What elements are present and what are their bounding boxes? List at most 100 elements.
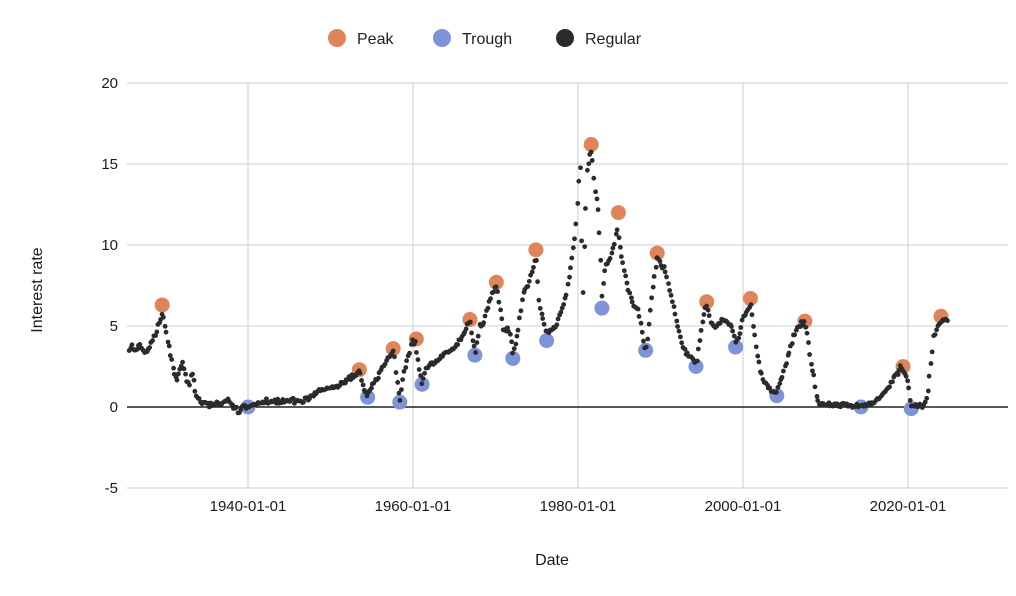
peak-marker	[610, 205, 626, 221]
regular-dot	[488, 296, 493, 302]
regular-dot	[583, 206, 588, 211]
regular-dot	[616, 235, 622, 241]
regular-dot	[674, 318, 680, 324]
peak-trough-markers	[154, 137, 949, 417]
regular-dot	[180, 359, 185, 365]
regular-dot	[580, 290, 586, 295]
regular-dot	[698, 327, 704, 333]
regular-dot	[789, 341, 795, 346]
regular-dot	[589, 158, 595, 163]
regular-dot	[737, 331, 743, 337]
regular-dot	[620, 260, 626, 266]
regular-dot	[588, 149, 594, 155]
regular-dot	[163, 329, 169, 335]
regular-dot	[667, 288, 673, 293]
regular-dot	[175, 371, 181, 377]
regular-dot	[662, 269, 668, 275]
regular-dot	[525, 284, 531, 289]
regular-dot	[646, 321, 652, 327]
regular-dot	[705, 307, 711, 313]
regular-dot	[596, 230, 602, 236]
regular-dot	[559, 305, 565, 311]
regular-dot	[807, 352, 813, 357]
regular-dot	[190, 371, 195, 377]
regular-dot	[301, 399, 306, 405]
regular-dot	[467, 319, 473, 325]
regular-dot	[812, 384, 818, 390]
regular-dot	[591, 175, 597, 181]
regular-dot	[529, 269, 535, 275]
peak-marker	[742, 290, 758, 306]
regular-dot	[792, 332, 798, 338]
trough-marker	[594, 300, 610, 316]
regular-dot	[623, 273, 629, 279]
regular-dot	[618, 254, 624, 260]
regular-dot	[187, 382, 192, 388]
regular-dot	[906, 385, 912, 391]
regular-dot	[602, 268, 608, 274]
regular-dot	[390, 348, 396, 354]
regular-dot	[679, 340, 685, 346]
regular-dot	[803, 324, 809, 330]
regular-dot	[233, 404, 239, 410]
peak-marker	[649, 245, 665, 261]
regular-dot	[360, 382, 366, 388]
regular-dot	[569, 255, 575, 261]
regular-dot	[599, 293, 605, 299]
x-tick-label: 2000-01-01	[705, 498, 782, 515]
regular-dot	[784, 361, 789, 367]
regular-dot	[775, 384, 781, 390]
regular-dot	[416, 367, 422, 372]
regular-dot	[895, 372, 901, 377]
regular-dot	[751, 324, 756, 329]
regular-dot	[567, 274, 572, 280]
regular-dot	[664, 274, 669, 280]
regular-dot	[475, 333, 481, 339]
regular-dot	[758, 370, 764, 376]
regular-dot	[541, 321, 547, 327]
regular-dot	[536, 297, 542, 303]
regular-dot	[181, 366, 187, 372]
regular-dot	[697, 338, 703, 343]
regular-dot	[753, 344, 759, 350]
regular-dot	[482, 313, 488, 319]
regular-dot	[624, 280, 630, 286]
regular-dot	[422, 370, 427, 376]
regular-dot	[516, 315, 522, 321]
regular-dot	[471, 343, 477, 349]
regular-dot	[613, 231, 619, 237]
regular-dot	[463, 326, 469, 332]
regular-dot	[801, 319, 807, 324]
regular-dot	[585, 167, 590, 173]
regular-dot	[649, 295, 654, 301]
x-tick-label: 1940-01-01	[210, 498, 287, 515]
regular-dot	[470, 338, 476, 344]
regular-dot	[621, 268, 627, 274]
regular-dot	[507, 331, 513, 337]
regular-dot	[135, 346, 140, 352]
regular-dot	[154, 329, 160, 335]
legend-item-trough: Trough	[433, 29, 512, 48]
regular-dot	[414, 350, 419, 355]
regular-dot	[162, 323, 168, 329]
legend-label: Regular	[585, 31, 642, 48]
regular-dot	[675, 324, 680, 329]
regular-dot	[695, 346, 701, 352]
regular-dot	[814, 393, 820, 399]
regular-dot	[539, 311, 545, 317]
regular-dot	[364, 393, 370, 399]
y-tick-label: 20	[101, 75, 118, 92]
trough-marker	[638, 342, 654, 358]
regular-dot	[171, 365, 176, 371]
regular-dot	[641, 338, 646, 344]
regular-dot	[357, 370, 363, 376]
regular-dot	[371, 380, 377, 386]
regular-dot	[922, 399, 928, 405]
regular-dot	[419, 381, 425, 387]
regular-dot	[153, 333, 158, 339]
trough-marker	[505, 350, 521, 366]
legend-item-peak: Peak	[328, 29, 394, 48]
regular-dot	[563, 292, 569, 298]
regular-dot	[491, 289, 497, 295]
